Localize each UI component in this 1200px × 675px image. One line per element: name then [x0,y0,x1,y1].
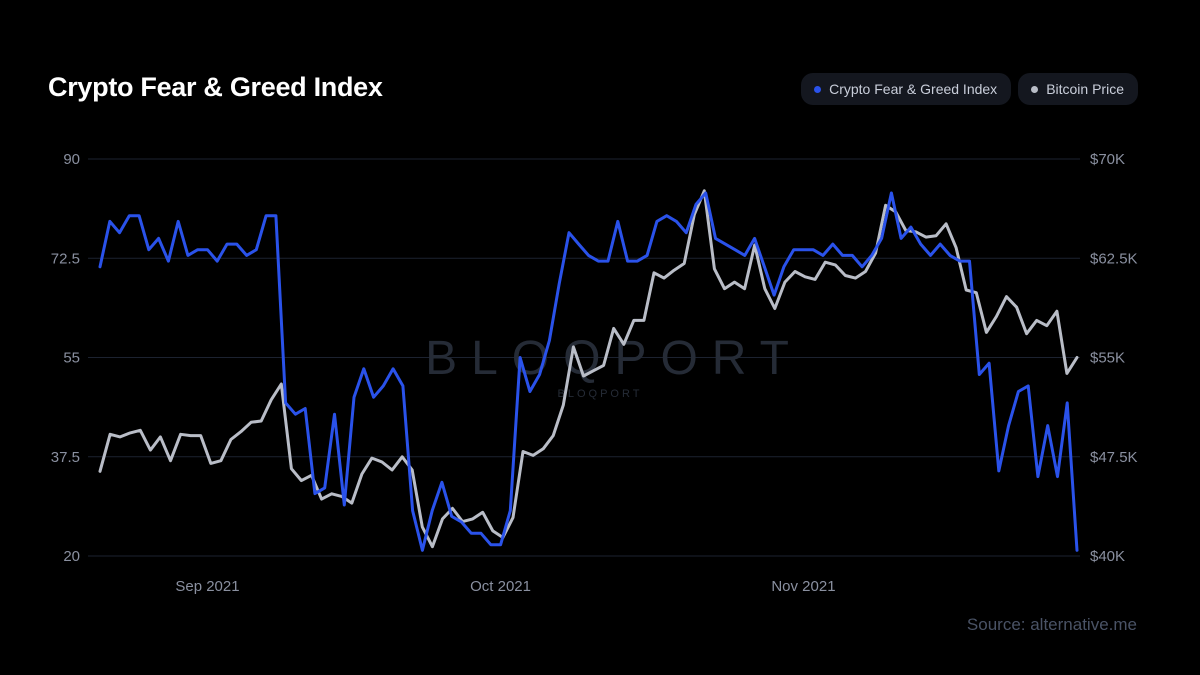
chart-title: Crypto Fear & Greed Index [48,72,383,102]
y-right-tick-label: $62.5K [1090,250,1138,267]
legend-label-bitcoin: Bitcoin Price [1046,81,1124,97]
y-left-tick-label: 55 [63,350,80,367]
legend-label-fear-greed: Crypto Fear & Greed Index [829,81,998,97]
watermark-subtext: BLOQPORT [558,388,643,400]
y-left-tick-label: 20 [63,548,80,565]
y-right-tick-label: $47.5K [1090,449,1138,466]
bitcoin-dot-icon [1031,85,1039,93]
source-note: Source: alternative.me [966,615,1137,634]
watermark-text: BLOQPORT [425,332,803,385]
legend-item-bitcoin[interactable]: Bitcoin Price [1018,73,1138,105]
series-line-fear-greed [98,191,1079,552]
legend: Crypto Fear & Greed Index Bitcoin Price [801,73,1138,105]
x-tick-label: Sep 2021 [175,578,239,595]
legend-item-fear-greed[interactable]: Crypto Fear & Greed Index [801,73,1012,105]
y-right-tick-label: $55K [1090,350,1125,367]
fear-greed-dot-icon [814,85,822,93]
x-tick-label: Nov 2021 [771,578,835,595]
y-right-tick-label: $40K [1090,548,1125,565]
x-tick-label: Oct 2021 [470,578,531,595]
y-left-tick-label: 37.5 [51,449,80,466]
y-left-tick-label: 90 [63,151,80,168]
y-left-tick-label: 72.5 [51,250,80,267]
y-right-tick-label: $70K [1090,151,1125,168]
